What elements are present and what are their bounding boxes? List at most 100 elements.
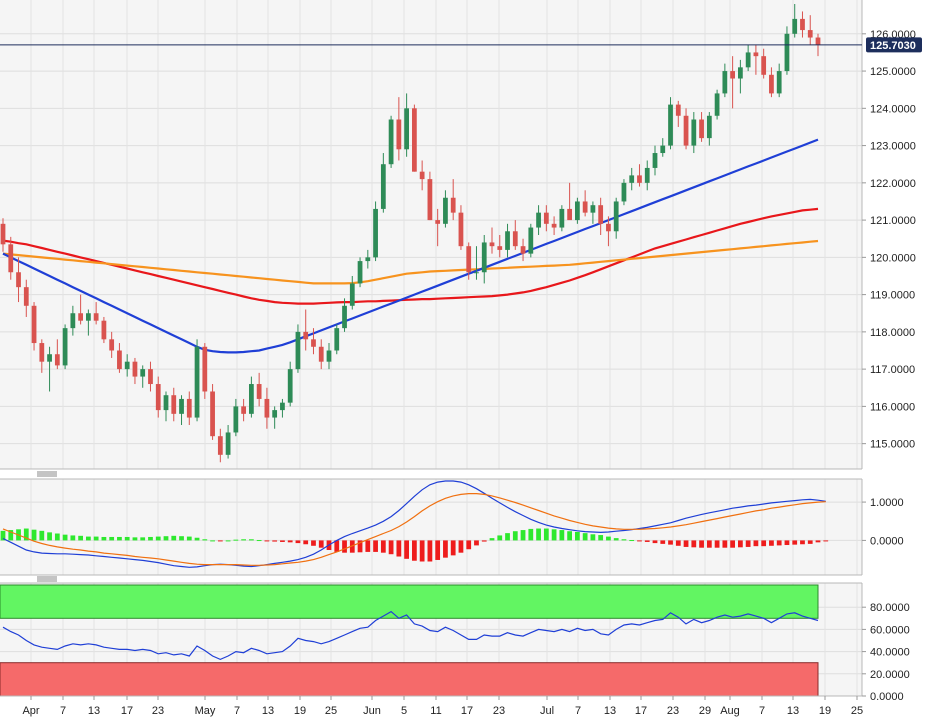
x-tick-label: 25	[325, 705, 337, 717]
candle	[411, 104, 417, 172]
candle	[621, 179, 627, 206]
candle-body	[458, 212, 464, 247]
candle	[225, 425, 231, 459]
macd-histogram-bar	[210, 540, 215, 542]
macd-histogram-bar	[85, 536, 91, 541]
candle-body	[706, 115, 712, 139]
macd-histogram-bar	[373, 540, 378, 552]
current-price-label: 125.7030	[870, 40, 916, 52]
candle-body	[737, 67, 743, 79]
macd-histogram-bar	[769, 540, 774, 546]
macd-panel-resize-handle[interactable]	[37, 471, 57, 477]
candle	[124, 354, 130, 377]
moving-average-lines	[2, 138, 819, 354]
candle	[264, 387, 270, 429]
candle	[334, 324, 340, 355]
candle-body	[70, 313, 76, 329]
macd-histogram-bar	[574, 531, 580, 541]
macd-histogram-bar	[132, 537, 138, 541]
candle	[512, 220, 518, 250]
candle-body	[264, 398, 270, 418]
candle-body	[481, 242, 487, 273]
x-axis-ticks: Apr 7 13 17 23 May 7 13 19 25 Jun 5 11 17 23 Jul 7 13 17 23…	[22, 696, 863, 717]
macd-histogram-bar	[109, 536, 115, 541]
candle-body	[179, 398, 184, 414]
candle-body	[691, 119, 697, 146]
x-tick-label: 11	[430, 705, 441, 717]
candle-body	[606, 223, 611, 232]
price-y-tick-label: 117.0000	[870, 364, 915, 376]
candle-body	[497, 246, 503, 250]
candle	[39, 339, 45, 373]
candle	[342, 298, 347, 332]
candle-body	[644, 167, 650, 183]
candle-body	[621, 182, 627, 202]
candle-body	[357, 261, 363, 284]
macd-histogram-bar	[435, 540, 441, 560]
candle	[93, 302, 99, 325]
price-y-tick-label: 121.0000	[870, 215, 916, 227]
macd-histogram-bar	[39, 530, 45, 541]
candle	[606, 216, 611, 247]
candle	[792, 4, 798, 38]
rsi-panel-resize-handle[interactable]	[37, 576, 57, 582]
macd-histogram-bar	[800, 540, 805, 545]
macd-histogram-bar	[621, 539, 627, 541]
macd-histogram-bar	[287, 540, 293, 543]
candle	[761, 48, 767, 79]
candle	[404, 93, 410, 157]
candle-body	[0, 223, 6, 245]
candle	[683, 108, 689, 150]
candle-body	[699, 119, 704, 139]
macd-histogram-bar	[179, 536, 184, 541]
candle	[543, 205, 549, 232]
candle-body	[582, 201, 588, 213]
candle	[303, 309, 309, 351]
macd-histogram-bar	[171, 535, 177, 541]
macd-histogram-bar	[714, 540, 720, 548]
candle-body	[248, 384, 254, 414]
candle-body	[23, 287, 29, 306]
candle	[435, 208, 441, 247]
candle-body	[722, 71, 728, 94]
macd-histogram-bar	[186, 536, 192, 541]
current-price-tag: 125.7030	[866, 37, 922, 53]
candle	[248, 376, 254, 418]
candle-body	[54, 354, 60, 366]
macd-histogram-bar	[380, 540, 386, 553]
macd-histogram-bar	[54, 533, 60, 541]
candle	[179, 395, 184, 426]
candle-body	[256, 384, 262, 399]
macd-histogram-bar	[31, 529, 37, 541]
candle-body	[807, 30, 813, 38]
candle	[598, 197, 604, 235]
candle-body	[365, 257, 371, 262]
macd-histogram-bar	[217, 540, 223, 542]
x-tick-label: 13	[262, 705, 274, 717]
candle-body	[117, 350, 122, 370]
macd-histogram-bar	[481, 540, 487, 542]
candle	[295, 324, 301, 373]
macd-histogram-bar	[225, 540, 231, 542]
candle	[16, 257, 21, 303]
candle	[54, 339, 60, 370]
candle-body	[637, 175, 642, 183]
candle-body	[800, 18, 805, 31]
macd-lines	[2, 480, 826, 568]
candle-body	[225, 432, 231, 455]
macd-histogram-bar	[761, 540, 767, 547]
candle-body	[776, 71, 782, 94]
candle	[419, 160, 425, 191]
macd-histogram-bar	[280, 540, 285, 542]
candle-body	[683, 115, 689, 146]
macd-histogram-bar	[357, 540, 363, 553]
candle-body	[815, 37, 821, 45]
candle-body	[148, 369, 153, 385]
candle	[551, 216, 557, 235]
candle	[380, 153, 386, 213]
candle-body	[140, 369, 146, 377]
macd-histogram-bar	[474, 540, 479, 546]
candle	[311, 328, 316, 355]
candle	[629, 167, 635, 191]
